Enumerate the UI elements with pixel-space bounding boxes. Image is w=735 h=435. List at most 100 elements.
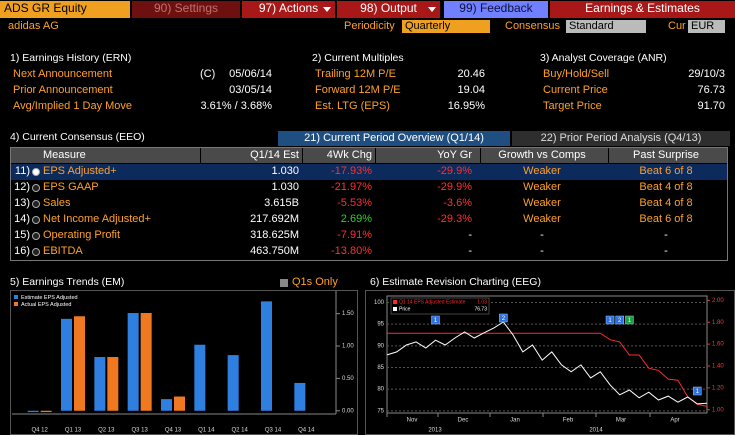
table-row[interactable]: 14) Net Income Adjusted+ 217.692M 2.69% -29.… <box>11 212 727 228</box>
x-tick-label: Q3 13 <box>131 428 148 434</box>
legend-swatch <box>393 307 397 311</box>
table-cell: Weaker <box>523 181 561 193</box>
bar <box>40 410 52 413</box>
table-cell: -13.80% <box>331 245 372 257</box>
y2-tick-label: 1.00 <box>712 407 724 413</box>
field-value: 3.61% / 3.68% <box>200 100 272 112</box>
toolbar-button[interactable]: 99) Feedback <box>444 1 548 18</box>
table-cell: Net Income Adjusted+ <box>43 213 151 225</box>
event-flag-label: 1 <box>696 389 700 395</box>
event-flag <box>693 386 702 396</box>
field-label: Consensus <box>505 20 561 32</box>
dropdown[interactable]: Standard <box>566 20 646 33</box>
field-value: 76.73 <box>697 84 725 96</box>
y-tick-label: 80 <box>377 387 384 393</box>
table-cell: -5.53% <box>337 197 372 209</box>
y-tick-label: 100 <box>374 300 385 306</box>
y2-tick-label: 1.40 <box>712 364 724 370</box>
bar <box>61 318 72 411</box>
event-flag <box>625 315 634 325</box>
company-name: adidas AG <box>8 20 59 32</box>
screen-title: Earnings & Estimates <box>550 1 735 18</box>
event-flag-label: 1 <box>628 318 632 324</box>
event-flag <box>431 315 440 325</box>
x-tick-label: Q1 14 <box>198 428 215 434</box>
field-label: Cur <box>668 20 686 32</box>
field-note: (C) <box>200 68 216 80</box>
section-title: 4) Current Consensus (EEO) <box>10 131 145 143</box>
bar <box>294 382 306 411</box>
x-tick-label: Jan <box>510 418 520 424</box>
section-title: 2) Current Multiples <box>312 52 404 64</box>
toolbar-button[interactable]: 97) Actions <box>242 1 335 18</box>
table-cell: 1.030 <box>271 181 299 193</box>
table-row[interactable]: 16) EBITDA 463.750M -13.80% - - - <box>11 244 727 260</box>
table-cell: -3.6% <box>443 197 472 209</box>
dropdown[interactable]: Quarterly <box>402 20 490 33</box>
event-flag <box>499 313 508 323</box>
radio-button[interactable] <box>32 248 40 256</box>
bar <box>161 399 172 411</box>
legend-label: Q1 14 EPS Adjusted Estimate <box>399 299 466 305</box>
table-cell: Beat 4 of 8 <box>639 197 693 209</box>
x-tick-label: Q3 14 <box>265 428 282 434</box>
table-cell: 1.030 <box>271 165 299 177</box>
radio-button[interactable] <box>32 216 40 224</box>
table-cell: - <box>540 245 544 257</box>
row-index: 13) <box>14 197 30 209</box>
checkbox-label: Q1s Only <box>292 276 338 288</box>
column-separator <box>608 148 609 163</box>
y2-tick-label: 2.00 <box>712 298 724 304</box>
legend-swatch <box>14 295 18 299</box>
x-tick-label: Q4 12 <box>31 428 48 434</box>
field-label: Buy/Hold/Sell <box>543 68 610 80</box>
radio-button[interactable] <box>32 184 40 192</box>
y-tick-label: 1.50 <box>342 311 354 317</box>
table-cell: 3.615B <box>264 197 299 209</box>
y-tick-label: 0.50 <box>342 376 354 382</box>
bar <box>194 344 206 411</box>
table-cell: -17.93% <box>331 165 372 177</box>
radio-button[interactable] <box>32 200 40 208</box>
series-line <box>387 332 708 407</box>
toolbar-button[interactable]: 98) Output <box>337 1 440 18</box>
table-row[interactable]: 13) Sales 3.615B -5.53% -3.6% Weaker Beat 4 of… <box>11 196 727 212</box>
table-cell: EPS GAAP <box>43 181 99 193</box>
table-cell: -29.9% <box>437 165 472 177</box>
tab[interactable]: 22) Prior Period Analysis (Q4/13) <box>512 131 730 146</box>
table-cell: -29.9% <box>437 181 472 193</box>
column-header: Past Surprise <box>632 149 700 161</box>
row-index: 15) <box>14 229 30 241</box>
legend-swatch <box>393 300 397 304</box>
tab-active[interactable]: 21) Current Period Overview (Q1/14) <box>278 131 510 146</box>
legend-label: Actual EPS Adjusted <box>21 302 71 308</box>
field-value: 20.46 <box>457 68 485 80</box>
radio-button[interactable] <box>32 168 40 176</box>
y2-tick-label: 1.60 <box>712 342 724 348</box>
dropdown-arrow <box>428 7 436 12</box>
toolbar-button[interactable]: 90) Settings <box>132 1 240 18</box>
earnings-trends-chart: 0.00 0.50 1.00 1.50 Q4 12 Q1 13 Q2 13 Q3 13 Q4 1… <box>10 290 358 435</box>
table-row[interactable]: 15) Operating Profit 318.625M -7.91% - - - <box>11 228 727 244</box>
table-cell: Weaker <box>523 197 561 209</box>
column-header: Q1/14 Est <box>250 149 299 161</box>
table-row[interactable]: 12) EPS GAAP 1.030 -21.97% -29.9% Weaker Beat … <box>11 180 727 196</box>
table-cell: Beat 6 of 8 <box>639 213 693 225</box>
radio-button[interactable] <box>32 232 40 240</box>
dropdown[interactable]: EUR <box>688 20 725 33</box>
bar <box>140 313 152 411</box>
section-title: 5) Earnings Trends (EM) <box>10 276 125 288</box>
legend-value: 1.03 <box>477 299 487 305</box>
checkbox[interactable] <box>280 279 288 287</box>
event-flag-label: 2 <box>618 318 622 324</box>
column-separator <box>480 148 481 163</box>
table-cell: EPS Adjusted+ <box>43 165 117 177</box>
bar <box>174 396 185 411</box>
table-row[interactable]: 11) EPS Adjusted+ 1.030 -17.93% -29.9% Weaker… <box>11 164 727 180</box>
legend-label: Estimate EPS Adjusted <box>21 295 78 301</box>
legend-swatch <box>14 302 18 306</box>
ticker-box[interactable]: ADS GR Equity <box>0 1 130 18</box>
field-label: Periodicity <box>344 20 395 32</box>
y-tick-label: 1.00 <box>342 344 354 350</box>
